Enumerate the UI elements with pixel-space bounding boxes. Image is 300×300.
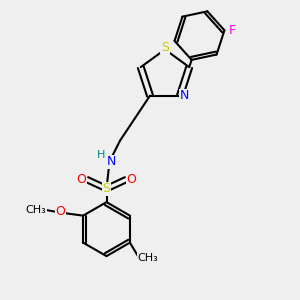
Text: O: O	[127, 173, 136, 186]
Text: CH₃: CH₃	[137, 253, 158, 262]
Text: N: N	[180, 89, 189, 102]
Text: S: S	[161, 40, 169, 54]
Text: O: O	[77, 173, 86, 186]
Text: O: O	[56, 205, 66, 218]
Text: S: S	[103, 182, 110, 195]
Text: H: H	[97, 150, 105, 160]
Text: CH₃: CH₃	[26, 205, 46, 214]
Text: F: F	[228, 24, 236, 37]
Text: N: N	[106, 155, 116, 168]
